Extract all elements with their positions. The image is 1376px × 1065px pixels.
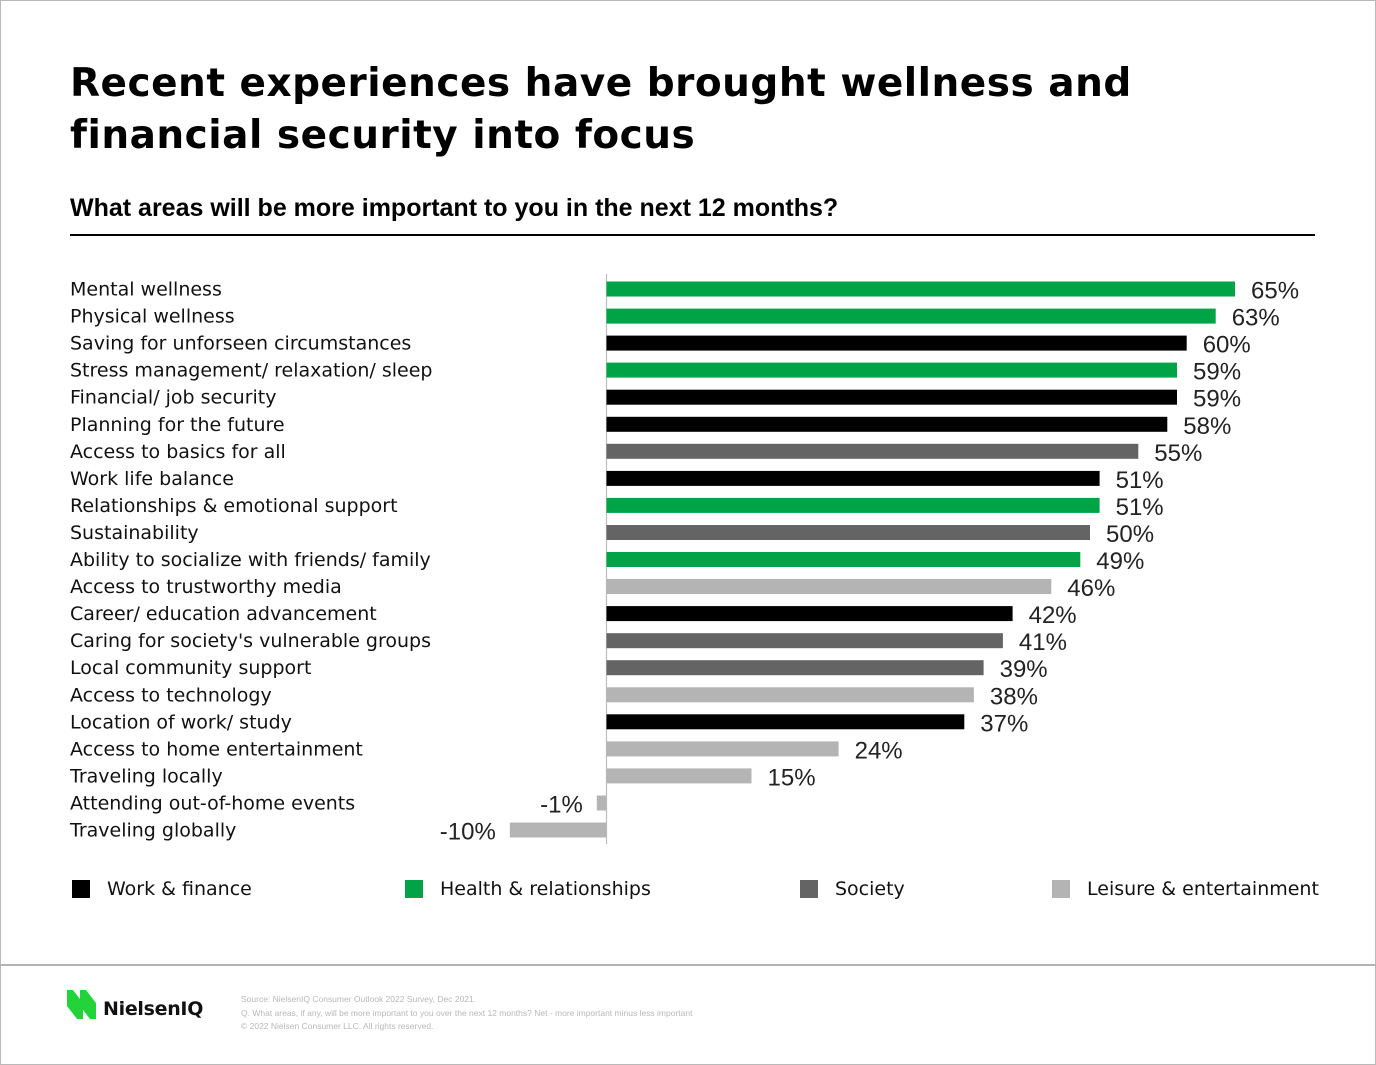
value-label: 24%: [855, 737, 903, 764]
bar: [606, 552, 1081, 567]
bar: [606, 687, 974, 703]
bar: [606, 579, 1052, 594]
copyright-note: © 2022 Nielsen Consumer LLC. All rights …: [241, 1021, 434, 1031]
bar: [606, 660, 984, 676]
bar: [606, 525, 1090, 540]
value-label: 51%: [1116, 467, 1164, 494]
category-label: Ability to socialize with friends/ famil…: [70, 549, 431, 571]
value-label: 59%: [1193, 386, 1241, 413]
category-label: Caring for society's vulnerable groups: [70, 630, 431, 652]
bar: [606, 335, 1187, 351]
category-label: Saving for unforseen circumstances: [70, 333, 411, 355]
bar: [606, 416, 1168, 432]
category-label: Sustainability: [70, 522, 199, 544]
bar: [606, 308, 1216, 324]
footer-notes: Source: NielsenIQ Consumer Outlook 2022 …: [241, 993, 692, 1034]
legend-label: Work & finance: [107, 878, 252, 900]
bar: [606, 714, 965, 730]
value-label: 15%: [768, 764, 816, 791]
category-label: Attending out-of-home events: [70, 792, 355, 814]
logo-wordmark: NielsenIQ: [103, 998, 204, 1020]
subtitle-divider: [70, 234, 1315, 236]
bar: [596, 795, 607, 811]
bar-chart: Mental wellness 65% Physical wellness 63% Sa…: [69, 274, 1299, 846]
value-label: 39%: [1000, 656, 1048, 683]
value-label: 60%: [1203, 332, 1251, 359]
bar: [606, 741, 839, 757]
legend-label: Society: [835, 878, 905, 900]
value-label: 38%: [990, 683, 1038, 710]
category-label: Mental wellness: [70, 279, 222, 301]
category-label: Stress management/ relaxation/ sleep: [70, 360, 433, 382]
category-label: Local community support: [70, 657, 311, 679]
value-label: 51%: [1116, 494, 1164, 521]
category-label: Physical wellness: [70, 306, 235, 328]
value-label: 59%: [1193, 359, 1241, 386]
value-label: 37%: [980, 710, 1028, 737]
bar: [606, 470, 1100, 486]
category-label: Access to basics for all: [70, 441, 286, 463]
value-label: 63%: [1232, 305, 1280, 332]
category-label: Financial/ job security: [70, 387, 277, 409]
category-label: Location of work/ study: [70, 711, 292, 733]
bar: [606, 443, 1139, 459]
legend-label: Leisure & entertainment: [1087, 878, 1319, 900]
chart-subtitle: What areas will be more important to you…: [70, 194, 839, 222]
legend-item-leisure-entertainment: Leisure & entertainment: [1052, 878, 1319, 900]
nielseniq-logo-icon: [67, 990, 96, 1019]
bar: [606, 281, 1235, 297]
value-label: 41%: [1019, 629, 1067, 656]
legend-swatch-work-finance: [72, 880, 90, 898]
legend-item-work-finance: Work & finance: [72, 878, 252, 900]
value-label: 49%: [1096, 548, 1144, 575]
category-label: Traveling globally: [69, 820, 236, 842]
value-label: 42%: [1029, 602, 1077, 629]
value-label: 50%: [1106, 521, 1154, 548]
legend-item-society: Society: [800, 878, 905, 900]
legend-swatch-society: [800, 880, 818, 898]
bar: [606, 633, 1003, 649]
nielseniq-logo: NielsenIQ: [67, 990, 203, 1020]
bar: [606, 768, 752, 784]
value-label: 65%: [1251, 278, 1299, 305]
bar: [606, 497, 1100, 513]
question-note: Q. What areas, if any, will be more impo…: [241, 1007, 693, 1018]
category-label: Relationships & emotional support: [70, 495, 398, 517]
legend-swatch-health-relationships: [405, 880, 423, 898]
value-label: 58%: [1183, 413, 1231, 440]
value-label: -1%: [540, 792, 583, 819]
legend-label: Health & relationships: [440, 878, 651, 900]
value-label: 55%: [1154, 440, 1202, 467]
bar: [509, 822, 607, 838]
bar: [606, 606, 1013, 622]
bar: [606, 389, 1177, 405]
category-label: Traveling locally: [69, 765, 223, 787]
category-label: Access to trustworthy media: [70, 576, 342, 598]
footer-divider: [0, 964, 1376, 966]
category-label: Planning for the future: [70, 414, 285, 436]
source-note: Source: NielsenIQ Consumer Outlook 2022 …: [241, 994, 477, 1004]
category-label: Work life balance: [70, 468, 234, 490]
bar: [606, 362, 1177, 378]
value-label: -10%: [440, 819, 496, 846]
chart-legend: Work & finance Health & relationships So…: [0, 878, 1376, 908]
value-label: 46%: [1067, 575, 1115, 602]
legend-item-health-relationships: Health & relationships: [405, 878, 651, 900]
page-title: Recent experiences have brought wellness…: [70, 61, 1132, 158]
legend-swatch-leisure-entertainment: [1052, 880, 1070, 898]
category-label: Access to technology: [70, 684, 272, 706]
category-label: Career/ education advancement: [70, 603, 377, 625]
category-label: Access to home entertainment: [70, 738, 363, 760]
